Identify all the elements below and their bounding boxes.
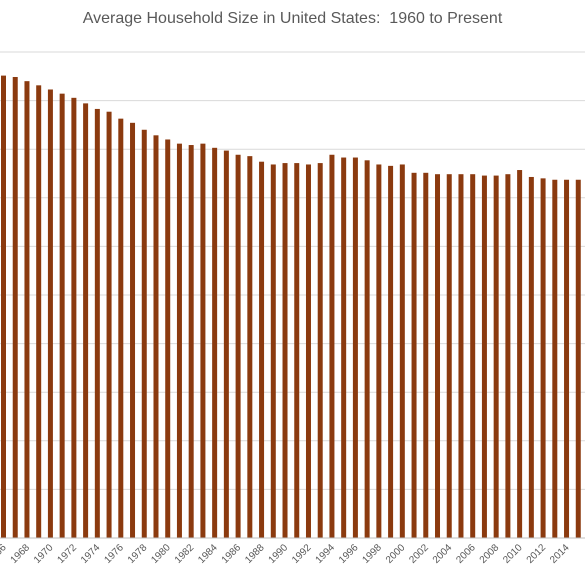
bar-2006 (470, 174, 476, 539)
bar-1992 (305, 164, 311, 538)
bar-1995 (341, 157, 347, 538)
bar-2014 (564, 179, 570, 538)
bar-1991 (294, 163, 300, 539)
tick-label-2002: 2002 (407, 542, 431, 566)
bar-2001 (411, 172, 417, 538)
bar-1998 (376, 164, 382, 538)
tick-label-2012: 2012 (525, 542, 549, 566)
tick-label-1968: 1968 (9, 542, 33, 566)
bar-1987 (247, 156, 253, 538)
tick-label-1972: 1972 (55, 542, 79, 566)
bar-1982 (188, 145, 194, 538)
tick-label-1966: 1966 (0, 542, 9, 566)
chart-title: Average Household Size in United States:… (82, 10, 503, 27)
tick-label-2014: 2014 (548, 542, 572, 566)
bar-1968 (24, 81, 30, 538)
tick-label-1990: 1990 (267, 542, 291, 566)
bar-1989 (270, 164, 276, 538)
bar-1974 (94, 108, 100, 538)
bar-2002 (423, 172, 429, 538)
bar-1999 (388, 165, 394, 538)
bar-1996 (352, 157, 358, 538)
tick-label-1980: 1980 (149, 542, 173, 566)
bar-2007 (481, 175, 487, 538)
bar-2003 (435, 174, 441, 539)
bar-2015 (575, 179, 581, 538)
bar-1969 (36, 85, 42, 538)
bar-2012 (540, 178, 546, 539)
bar-1988 (259, 161, 265, 538)
bar-2004 (446, 174, 452, 539)
tick-label-2010: 2010 (501, 542, 525, 566)
tick-label-2004: 2004 (431, 542, 455, 566)
bar-2010 (517, 170, 523, 538)
bar-2009 (505, 174, 511, 539)
bar-1980 (165, 139, 171, 539)
bar-1981 (176, 143, 182, 538)
bar-1985 (223, 150, 229, 539)
bar-2013 (552, 179, 558, 538)
tick-label-1998: 1998 (360, 542, 384, 566)
bar-1973 (83, 103, 89, 539)
bar-1970 (47, 89, 53, 539)
bar-2005 (458, 174, 464, 539)
bar-1990 (282, 163, 288, 539)
bar-1993 (317, 163, 323, 539)
bar-1997 (364, 160, 370, 538)
bar-1966 (1, 75, 6, 538)
bar-1978 (141, 129, 147, 538)
tick-label-1996: 1996 (337, 542, 361, 566)
bar-1984 (212, 147, 218, 538)
tick-label-1992: 1992 (290, 542, 314, 566)
tick-label-1978: 1978 (126, 542, 150, 566)
tick-label-1988: 1988 (243, 542, 267, 566)
tick-label-1994: 1994 (314, 542, 338, 566)
bars (1, 75, 581, 539)
tick-label-1984: 1984 (196, 542, 220, 566)
bar-1983 (200, 143, 206, 538)
tick-label-1976: 1976 (102, 542, 126, 566)
bar-1967 (12, 76, 18, 538)
bar-2011 (528, 176, 534, 538)
tick-label-2006: 2006 (454, 542, 478, 566)
tick-label-1982: 1982 (173, 542, 197, 566)
bar-1986 (235, 154, 241, 539)
bar-1975 (106, 111, 112, 539)
bar-1977 (130, 122, 136, 539)
tick-label-2008: 2008 (478, 542, 502, 566)
bar-2000 (399, 164, 405, 538)
bar-1994 (329, 154, 335, 539)
bar-1971 (59, 93, 65, 539)
bar-1976 (118, 118, 124, 538)
bar-1979 (153, 135, 159, 539)
bar-1972 (71, 97, 77, 538)
tick-label-1970: 1970 (32, 542, 56, 566)
tick-label-1974: 1974 (79, 542, 103, 566)
bar-2008 (493, 175, 499, 538)
tick-label-1986: 1986 (220, 542, 244, 566)
x-axis-tick-labels: 1966 1968 1970 1972 1974 1976 1978 1980 1982 1984… (0, 542, 572, 566)
tick-label-2000: 2000 (384, 542, 408, 566)
